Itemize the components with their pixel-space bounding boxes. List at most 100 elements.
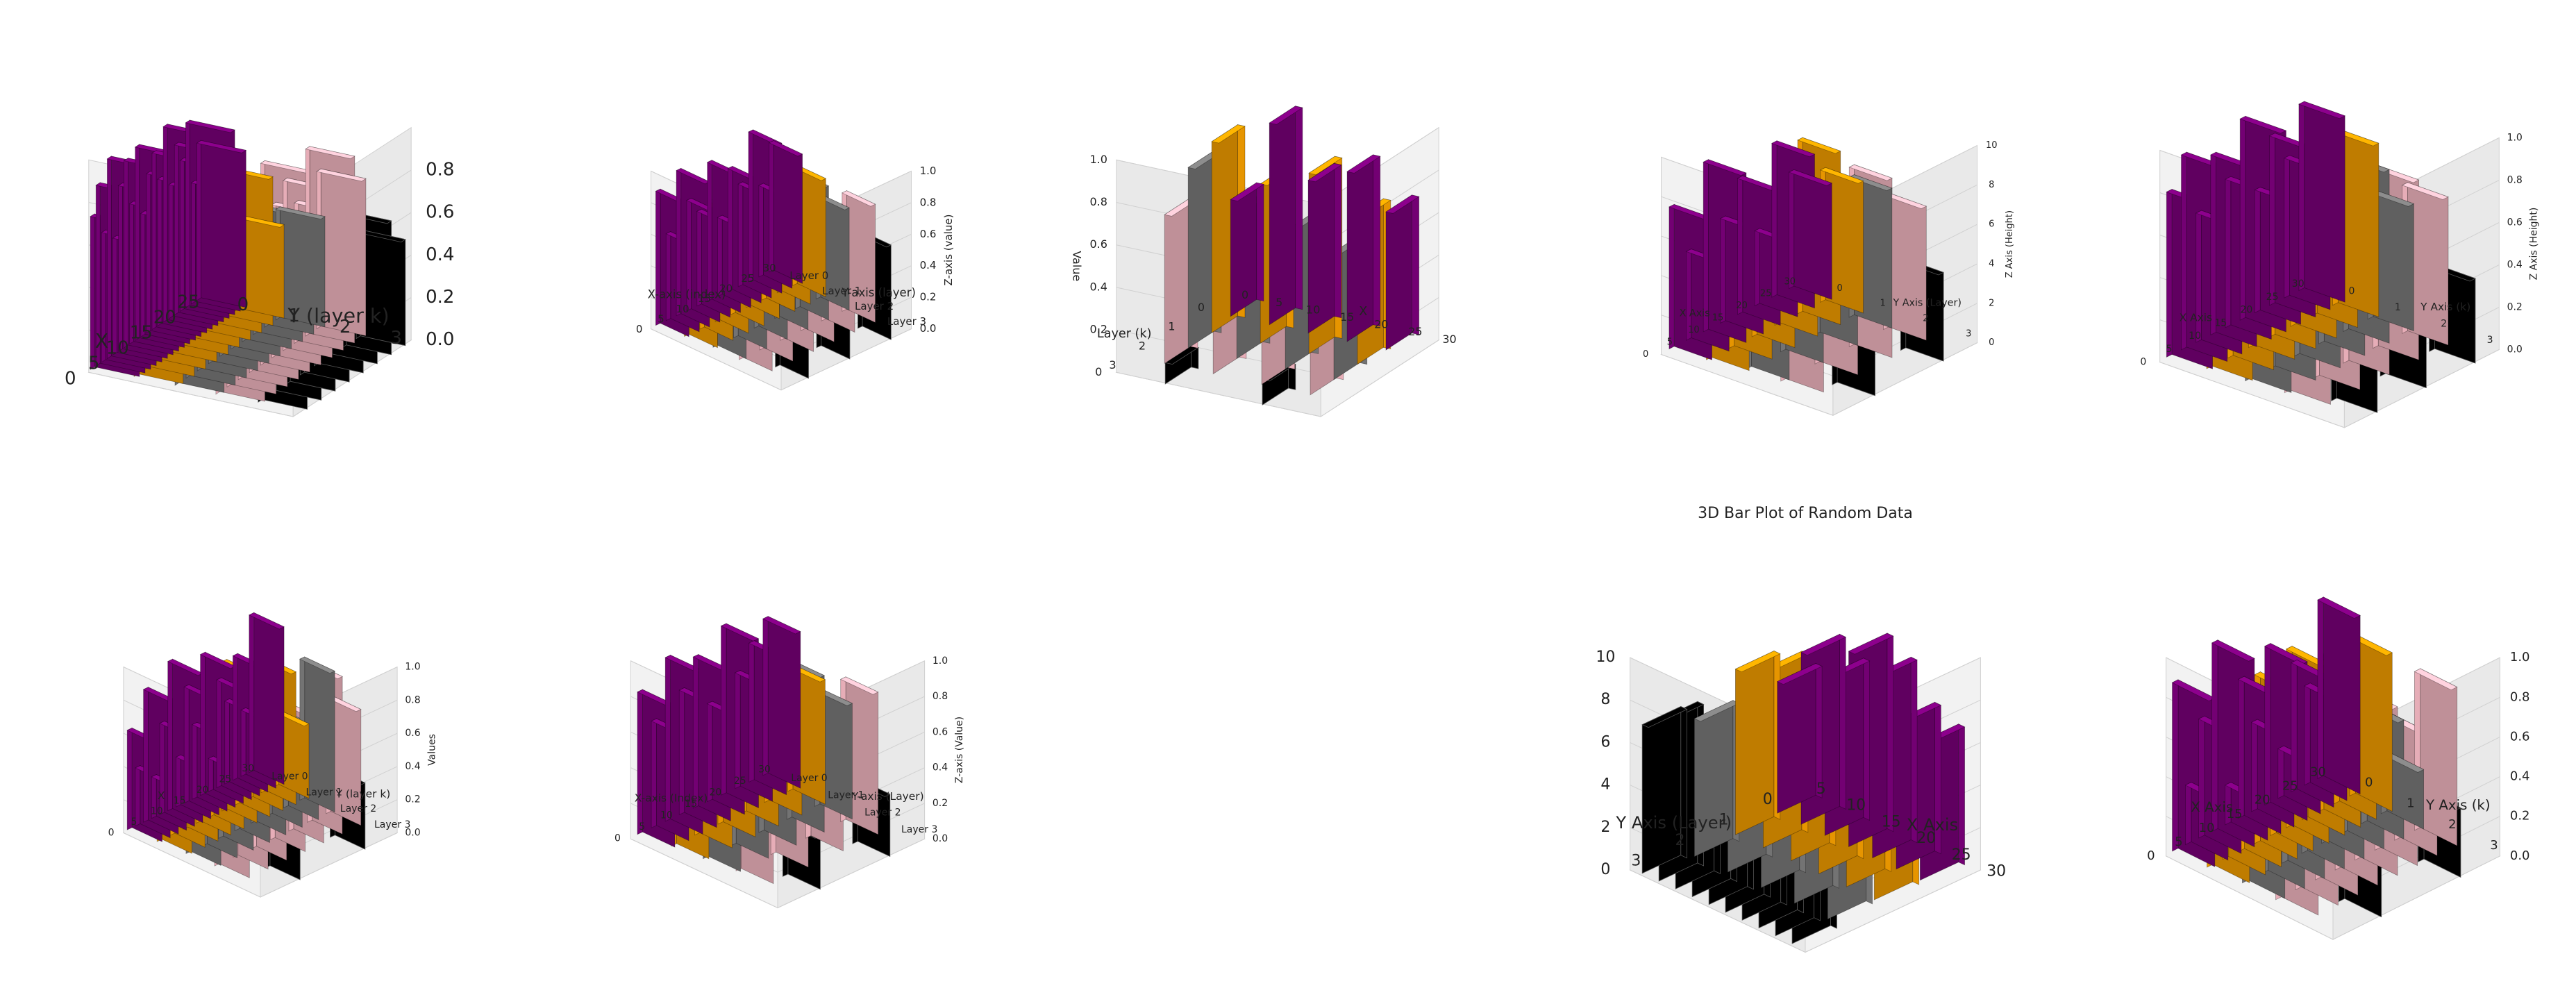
y-axis-label: Y Axis (k) <box>2420 301 2470 313</box>
x-axis-label: X <box>158 789 165 802</box>
x-tick-label: 15 <box>1712 313 1724 324</box>
bar <box>248 612 285 785</box>
z-tick-label: 0.4 <box>1089 280 1107 293</box>
z-gridline <box>1320 340 1439 417</box>
y-tick-label: 3 <box>2490 838 2498 853</box>
x-tick-label: 15 <box>685 798 697 810</box>
bar <box>1385 194 1420 351</box>
x-tick-label: 15 <box>1882 813 1901 830</box>
y-axis-label: Y (layer k) <box>287 303 389 327</box>
z-tick-label: 10 <box>1986 140 1998 151</box>
z-tick-label: 0.2 <box>405 794 420 805</box>
z-tick-label: 1.0 <box>920 165 937 177</box>
y-tick-label: Layer 0 <box>789 269 828 282</box>
y-axis-label: Y Axis (k) <box>2425 797 2491 813</box>
y-tick-label: 0 <box>1198 301 1205 314</box>
x-axis-label: X-axis (index) <box>648 287 726 301</box>
x-tick-label: 25 <box>219 773 231 785</box>
x-tick-label: 0 <box>65 369 76 390</box>
chart-title: 3D Bar Plot of Random Data <box>1698 505 1913 522</box>
z-gridline <box>1661 354 1834 416</box>
x-tick-label: 30 <box>2310 765 2326 780</box>
x-tick-label: 20 <box>1736 301 1748 311</box>
z-tick-label: 1.0 <box>1089 153 1107 166</box>
y-tick-label: 2 <box>2448 817 2456 832</box>
y-tick-label: 1 <box>2407 796 2414 811</box>
x-tick-label: 30 <box>242 763 254 774</box>
y-axis-label: Y-axis (Layer) <box>851 790 924 803</box>
y-tick-label: Layer 0 <box>791 773 827 784</box>
x-tick-label: 15 <box>698 292 711 305</box>
x-tick-label: 25 <box>741 272 754 285</box>
x-tick-label: 0 <box>636 323 643 335</box>
z-gridline <box>260 833 398 898</box>
x-axis-label: X <box>95 329 109 353</box>
y-tick-label: Layer 1 <box>822 285 861 297</box>
z-gridline <box>1832 342 1977 416</box>
z-tick-label: 0.2 <box>932 798 948 809</box>
y-tick-label: Layer 2 <box>864 807 901 818</box>
x-tick-label: 25 <box>2266 292 2279 303</box>
x-tick-label: 10 <box>676 303 689 315</box>
z-tick-label: 1.0 <box>2507 132 2523 143</box>
z-tick-label: 0.0 <box>2507 344 2523 355</box>
x-axis-label: X Axis <box>1907 815 1958 835</box>
y-tick-label: 2 <box>340 317 351 337</box>
z-tick-label: 4 <box>1600 776 1610 794</box>
y-tick-label: 1 <box>2395 302 2401 313</box>
y-tick-label: 3 <box>1966 329 1971 340</box>
y-tick-label: 2 <box>1923 314 1928 324</box>
z-tick-label: 0.4 <box>426 244 454 265</box>
z-tick-label: 0.0 <box>426 329 454 350</box>
bar <box>196 140 247 308</box>
z-tick-label: 0.2 <box>920 291 937 303</box>
bar <box>1346 154 1381 342</box>
bar <box>1307 162 1342 334</box>
y-tick-label: Layer 3 <box>887 315 926 328</box>
z-gridline <box>2332 855 2500 940</box>
z-tick-label: 0.4 <box>405 761 420 772</box>
x-tick-label: 15 <box>2214 317 2227 328</box>
z-tick-label: 0 <box>1095 365 1102 378</box>
y-tick-label: 3 <box>2487 335 2493 346</box>
z-tick-label: 2 <box>1989 298 1994 308</box>
y-tick-label: 2 <box>1675 832 1685 849</box>
z-tick-label: 0.6 <box>405 728 420 739</box>
z-tick-label: 0.4 <box>2507 260 2523 271</box>
x-tick-label: 10 <box>151 806 163 817</box>
y-tick-label: 2 <box>2441 319 2447 330</box>
x-tick-label: 0 <box>614 833 621 844</box>
x-tick-label: 20 <box>153 307 176 328</box>
z-gridline <box>1116 371 1321 417</box>
chart-6: 0 5 10 15 20 25 30 X Layer 0 Layer 1 Layer 2 Layer … <box>108 612 438 898</box>
z-tick-label: 0.0 <box>2510 848 2530 863</box>
x-tick-label: 25 <box>177 292 200 312</box>
z-gridline <box>630 838 778 908</box>
x-tick-label: 30 <box>1784 276 1796 287</box>
x-tick-label: 15 <box>174 795 186 806</box>
z-tick-label: 0.8 <box>932 691 948 702</box>
x-tick-label: 30 <box>1987 863 2006 880</box>
x-tick-label: 20 <box>1374 318 1388 331</box>
x-tick-label: 20 <box>709 787 721 798</box>
x-tick-label: 25 <box>1952 846 1971 864</box>
x-tick-label: 20 <box>196 785 209 796</box>
z-tick-label: 8 <box>1989 180 1994 190</box>
bar <box>1230 182 1265 317</box>
x-tick-label: 20 <box>719 283 733 295</box>
bar <box>1693 700 1740 857</box>
z-tick-label: 0.0 <box>920 322 937 335</box>
z-tick-label: 0.2 <box>2510 809 2530 823</box>
x-tick-label: 10 <box>2189 331 2201 342</box>
x-tick-label: 20 <box>1916 830 1936 847</box>
x-tick-label: 30 <box>758 764 771 775</box>
z-gridline <box>1630 869 1806 953</box>
z-gridline <box>88 371 294 417</box>
z-tick-label: 0.4 <box>932 762 948 773</box>
z-gridline <box>2159 362 2345 428</box>
chart-5: 0 5 10 15 20 25 30 X Axis 0 1 2 3 Y Axis (k) 0.0 0.2 0.… <box>2140 101 2540 428</box>
z-tick-label: 0.2 <box>2507 302 2523 313</box>
z-axis-label: Value <box>1071 251 1084 281</box>
